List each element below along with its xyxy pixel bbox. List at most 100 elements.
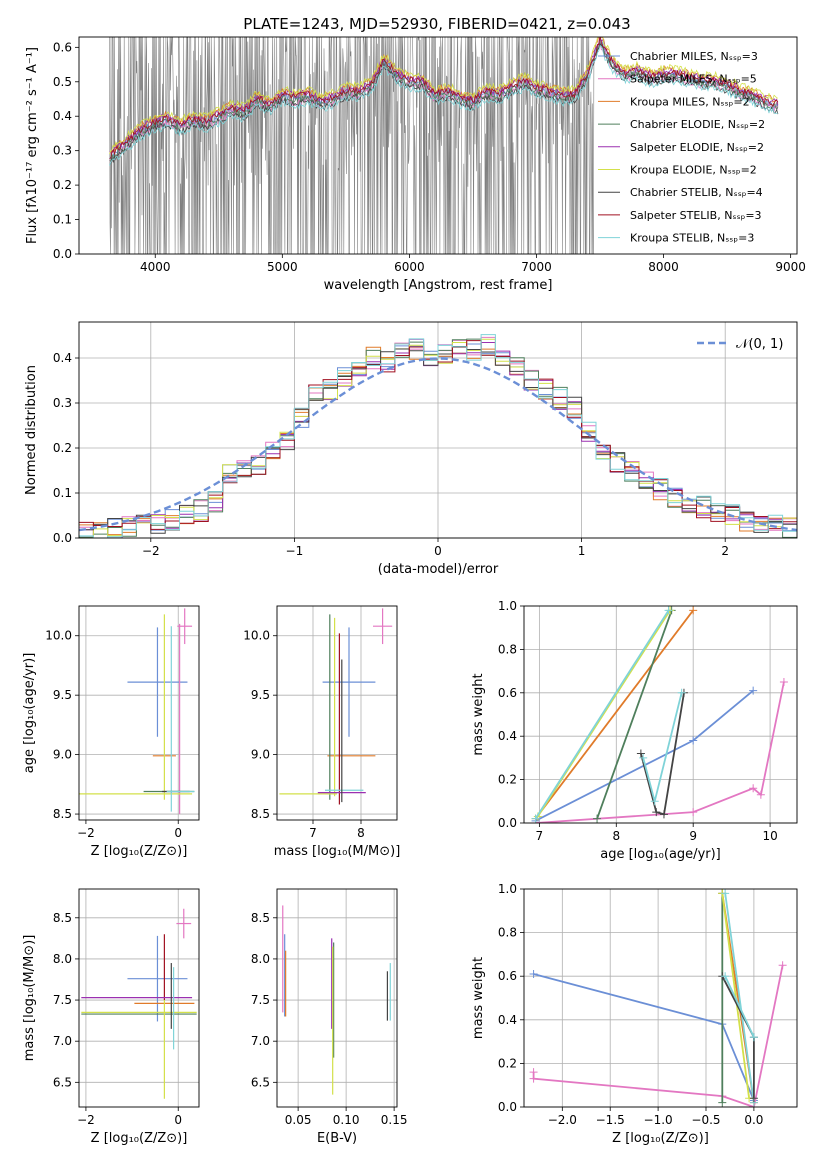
x-tick-label: −2: [77, 1113, 95, 1127]
axes-frame: [523, 888, 798, 1108]
x-tick-label: 7: [536, 829, 544, 843]
y-tick-label: 0.4: [498, 1013, 517, 1027]
y-tick-label: 0.0: [53, 247, 72, 261]
x-tick-label: −2: [77, 826, 95, 840]
legend-entry: Salpeter MILES, Nₛₛₚ=5: [630, 73, 757, 86]
data-series: [529, 889, 787, 1107]
y-axis-label: mass weight: [471, 957, 486, 1039]
y-axis-label: mass [log₁₀(M/M⊙)]: [22, 935, 37, 1062]
normal-distribution-curve: [79, 357, 797, 532]
x-tick-label: 0: [174, 1113, 182, 1127]
model-spectrum-line: [109, 45, 778, 166]
y-tick-label: 0.2: [498, 773, 517, 787]
axes-frame: [523, 605, 798, 824]
y-tick-label: 0.8: [498, 642, 517, 656]
axes-frame: [78, 605, 200, 821]
x-axis-label: Z [log₁₀(Z/Z⊙)]: [91, 1131, 188, 1146]
x-tick-label: 2: [721, 544, 729, 558]
mass-vs-metallicity-plot: −2 0 6.5 7.0 7.5 8.0 8.5 Z [log₁₀(Z/Z⊙)] mass [l…: [22, 888, 200, 1146]
age-vs-mass-plot: 7 8 8.5 9.0 9.5 10.0 mass [log₁₀(M/M⊙)]: [243, 605, 401, 859]
x-tick-label: 4000: [140, 260, 171, 274]
x-tick-label: −2.0: [548, 1113, 577, 1127]
y-tick-label: 9.5: [53, 688, 72, 702]
y-tick-label: 0.4: [53, 109, 72, 123]
x-axis-label: mass [log₁₀(M/M⊙)]: [274, 844, 401, 859]
weight-line: [721, 893, 750, 1099]
y-tick-label: 0.0: [498, 816, 517, 830]
y-tick-label: 0.2: [498, 1056, 517, 1070]
x-tick-label: 9: [689, 829, 697, 843]
legend-entry: Kroupa STELIB, Nₛₛₚ=3: [630, 232, 754, 245]
x-tick-label: 0.0: [744, 1113, 763, 1127]
y-tick-label: 1.0: [498, 882, 517, 896]
y-tick-label: 9.5: [251, 688, 270, 702]
weight-line: [724, 975, 755, 1038]
y-tick-label: 0.0: [498, 1100, 517, 1114]
x-tick-label: 7000: [521, 260, 552, 274]
y-tick-label: 9.0: [251, 748, 270, 762]
x-tick-label: 7: [309, 826, 317, 840]
point-marker: [689, 808, 698, 817]
y-tick-label: 10.0: [45, 629, 72, 643]
observed-spectrum-line: [109, 37, 779, 254]
legend-entry: Salpeter ELODIE, Nₛₛₚ=2: [630, 141, 764, 154]
point-marker: [531, 814, 540, 823]
point-marker: [749, 686, 758, 695]
x-axis-label: E(B-V): [317, 1131, 357, 1146]
model-spectrum-line: [109, 41, 779, 163]
x-tick-label: −1.0: [644, 1113, 673, 1127]
weight-line: [534, 609, 670, 820]
x-axis-label: Z [log₁₀(Z/Z⊙)]: [91, 844, 188, 859]
x-tick-label: 9000: [775, 260, 806, 274]
x-axis-label: age [log₁₀(age/yr)]: [600, 847, 721, 862]
y-tick-label: 0.2: [53, 441, 72, 455]
point-marker: [756, 790, 765, 799]
spectrum-plot: 4000 5000 6000 7000 8000 9000 0.0 0.1 0.2 0.3 0.4 0…: [25, 36, 806, 293]
y-tick-label: 8.5: [53, 911, 72, 925]
point-marker: [749, 1094, 758, 1103]
y-tick-label: 7.0: [251, 1034, 270, 1048]
point-marker: [689, 606, 698, 615]
x-tick-label: 0.05: [285, 1113, 312, 1127]
point-marker: [689, 736, 698, 745]
weight-line: [640, 692, 685, 816]
data-points: [282, 905, 391, 1095]
x-tick-label: 10: [762, 829, 777, 843]
y-tick-label: 0.6: [53, 40, 72, 54]
y-tick-label: 0.1: [53, 486, 72, 500]
x-tick-label: 8000: [648, 260, 679, 274]
point-marker: [677, 688, 686, 697]
point-marker: [659, 810, 668, 819]
y-tick-label: 0.2: [53, 178, 72, 192]
point-marker: [721, 889, 730, 898]
y-tick-label: 0.1: [53, 213, 72, 227]
x-tick-label: 0.15: [381, 1113, 408, 1127]
residual-histogram-step: [79, 334, 797, 538]
point-marker: [529, 970, 538, 979]
legend-entry: Salpeter STELIB, Nₛₛₚ=3: [630, 209, 762, 222]
y-tick-label: 7.0: [53, 1034, 72, 1048]
point-marker: [779, 677, 788, 686]
y-axis-label: Normed distribution: [24, 365, 39, 495]
point-marker: [636, 749, 645, 758]
x-axis-label: (data-model)/error: [378, 562, 499, 577]
y-tick-label: 9.0: [53, 748, 72, 762]
legend-entry: Chabrier STELIB, Nₛₛₚ=4: [630, 186, 763, 199]
data-points: [81, 908, 197, 1099]
point-marker: [749, 784, 758, 793]
y-tick-label: 6.5: [53, 1075, 72, 1089]
x-tick-label: −1: [286, 544, 304, 558]
point-marker: [718, 1098, 727, 1107]
age-vs-metallicity-plot: −2 0 8.5 9.0 9.5 10.0 Z [log₁₀(Z/Z⊙)] age [log₁…: [22, 605, 200, 859]
point-marker: [639, 753, 648, 762]
y-tick-label: 0.3: [53, 396, 72, 410]
y-tick-label: 8.0: [251, 952, 270, 966]
y-tick-label: 7.5: [251, 993, 270, 1007]
y-tick-label: 8.0: [53, 952, 72, 966]
axes-frame: [276, 888, 398, 1108]
data-points: [79, 608, 195, 815]
point-marker: [529, 1074, 538, 1083]
y-tick-label: 10.0: [243, 629, 270, 643]
y-axis-label: mass weight: [471, 673, 486, 755]
